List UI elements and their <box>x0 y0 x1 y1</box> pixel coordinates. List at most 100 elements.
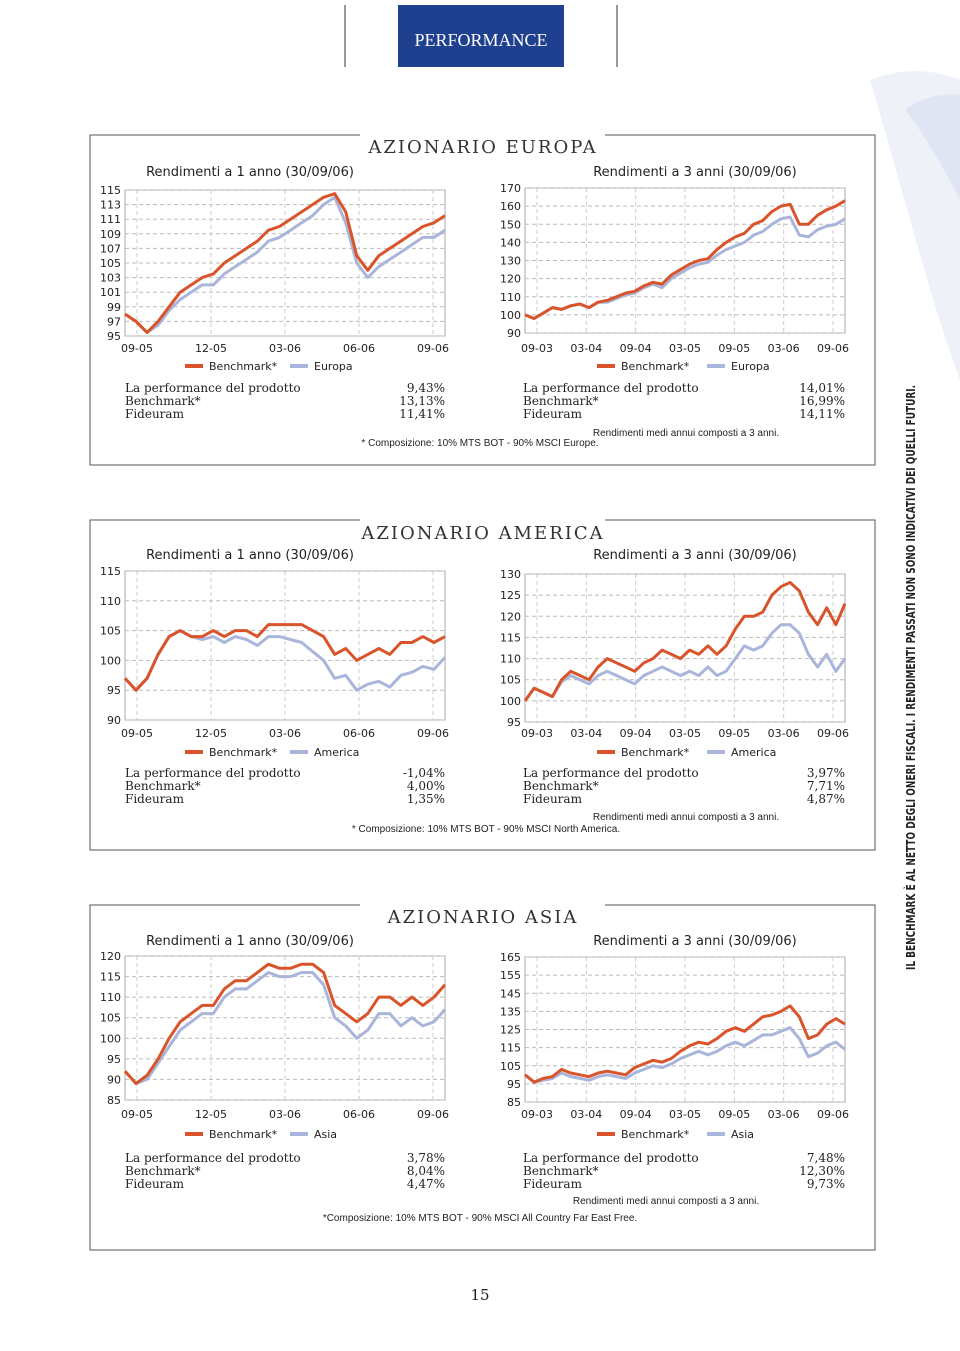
table-value: 3,97% <box>807 766 845 780</box>
footnote: * Composizione: 10% MTS BOT - 90% MSCI N… <box>352 824 620 835</box>
footnote: *Composizione: 10% MTS BOT - 90% MSCI Al… <box>323 1213 637 1224</box>
section-title: AZIONARIO ASIA <box>387 907 579 928</box>
x-tick-label: 09-05 <box>121 1108 153 1121</box>
y-tick-label: 97 <box>107 315 121 328</box>
series-line <box>123 629 447 692</box>
y-tick-label: 100 <box>500 695 521 708</box>
table-label: Benchmark* <box>523 1164 599 1178</box>
y-tick-label: 165 <box>500 951 521 964</box>
table-value: 11,41% <box>399 407 445 421</box>
decoration <box>905 94 960 200</box>
x-tick-label: 12-05 <box>195 1108 227 1121</box>
chart-title: Rendimenti a 1 anno (30/09/06) <box>146 934 354 949</box>
x-tick-label: 03-05 <box>669 1108 701 1121</box>
table-value: 9,73% <box>807 1177 845 1191</box>
y-tick-label: 110 <box>500 291 521 304</box>
x-tick-label: 03-04 <box>570 342 602 355</box>
y-tick-label: 135 <box>500 1005 521 1018</box>
legend-label: Benchmark* <box>621 746 690 759</box>
y-tick-label: 115 <box>100 565 121 578</box>
chart-title: Rendimenti a 1 anno (30/09/06) <box>146 548 354 563</box>
y-tick-label: 125 <box>500 589 521 602</box>
x-tick-label: 09-06 <box>417 342 449 355</box>
title-backdrop <box>360 900 605 912</box>
x-tick-label: 09-06 <box>817 727 849 740</box>
table-value: 8,04% <box>407 1164 445 1178</box>
table-value: 1,35% <box>407 792 445 806</box>
legend-label: Benchmark* <box>621 360 690 373</box>
page-number: 15 <box>470 1286 489 1304</box>
series-line <box>523 581 847 702</box>
table-value: 9,43% <box>407 381 445 395</box>
y-tick-label: 145 <box>500 987 521 1000</box>
series-line <box>124 195 446 334</box>
series-line <box>524 199 846 320</box>
series-line <box>523 623 847 702</box>
x-tick-label: 09-06 <box>817 342 849 355</box>
y-tick-label: 100 <box>100 1032 121 1045</box>
y-tick-label: 85 <box>107 1094 121 1107</box>
table-value: 3,78% <box>407 1151 445 1165</box>
x-tick-label: 09-04 <box>620 1108 652 1121</box>
y-tick-label: 103 <box>100 272 121 285</box>
section-frame <box>89 134 876 466</box>
x-tick-label: 12-05 <box>195 342 227 355</box>
legend-label: America <box>314 746 359 759</box>
table-label: La performance del prodotto <box>125 1151 301 1165</box>
table-label: La performance del prodotto <box>523 1151 699 1165</box>
y-tick-label: 120 <box>500 273 521 286</box>
x-tick-label: 03-06 <box>768 1108 800 1121</box>
table-label: Fideuram <box>125 1177 185 1191</box>
x-tick-label: 09-04 <box>620 342 652 355</box>
y-tick-label: 110 <box>100 991 121 1004</box>
y-tick-label: 100 <box>100 654 121 667</box>
x-tick-label: 03-06 <box>269 727 301 740</box>
table-label: Benchmark* <box>523 779 599 793</box>
table-value: 12,30% <box>799 1164 845 1178</box>
title-backdrop <box>360 130 605 142</box>
table-label: Fideuram <box>523 1177 583 1191</box>
x-tick-label: 06-06 <box>343 342 375 355</box>
y-tick-label: 115 <box>100 971 121 984</box>
x-tick-label: 09-04 <box>620 727 652 740</box>
y-tick-label: 105 <box>100 1012 121 1025</box>
x-tick-label: 09-05 <box>121 342 153 355</box>
y-tick-label: 105 <box>100 625 121 638</box>
table-label: La performance del prodotto <box>125 766 301 780</box>
y-tick-label: 110 <box>100 595 121 608</box>
y-tick-label: 90 <box>107 714 121 727</box>
y-tick-label: 155 <box>500 969 521 982</box>
section-frame <box>89 519 876 851</box>
x-tick-label: 03-04 <box>570 1108 602 1121</box>
series-line <box>524 1004 846 1084</box>
y-tick-label: 95 <box>107 1053 121 1066</box>
table-label: Benchmark* <box>125 1164 201 1178</box>
x-tick-label: 03-06 <box>269 1108 301 1121</box>
table-label: Benchmark* <box>125 394 201 408</box>
footnote: Rendimenti medi annui composti a 3 anni. <box>573 1196 759 1207</box>
x-tick-label: 03-06 <box>269 342 301 355</box>
y-tick-label: 115 <box>500 631 521 644</box>
x-tick-label: 09-06 <box>817 1108 849 1121</box>
x-tick-label: 03-05 <box>669 342 701 355</box>
y-tick-label: 120 <box>500 610 521 623</box>
y-tick-label: 95 <box>507 1078 521 1091</box>
legend-label: Benchmark* <box>209 1128 278 1141</box>
section-title: AZIONARIO EUROPA <box>367 137 597 158</box>
table-value: -1,04% <box>403 766 445 780</box>
y-tick-label: 113 <box>100 199 121 212</box>
legend-label: Benchmark* <box>621 1128 690 1141</box>
x-tick-label: 09-05 <box>718 1108 750 1121</box>
y-tick-label: 105 <box>500 1060 521 1073</box>
x-tick-label: 09-05 <box>121 727 153 740</box>
y-tick-label: 160 <box>500 200 521 213</box>
x-tick-label: 12-05 <box>195 727 227 740</box>
side-note: IL BENCHMARK È AL NETTO DEGLI ONERI FISC… <box>903 385 918 970</box>
y-tick-label: 109 <box>100 228 121 241</box>
legend-label: Benchmark* <box>209 746 278 759</box>
legend-label: America <box>731 746 776 759</box>
y-tick-label: 90 <box>507 327 521 340</box>
x-tick-label: 09-06 <box>417 1108 449 1121</box>
y-tick-label: 170 <box>500 182 521 195</box>
table-label: Benchmark* <box>523 394 599 408</box>
